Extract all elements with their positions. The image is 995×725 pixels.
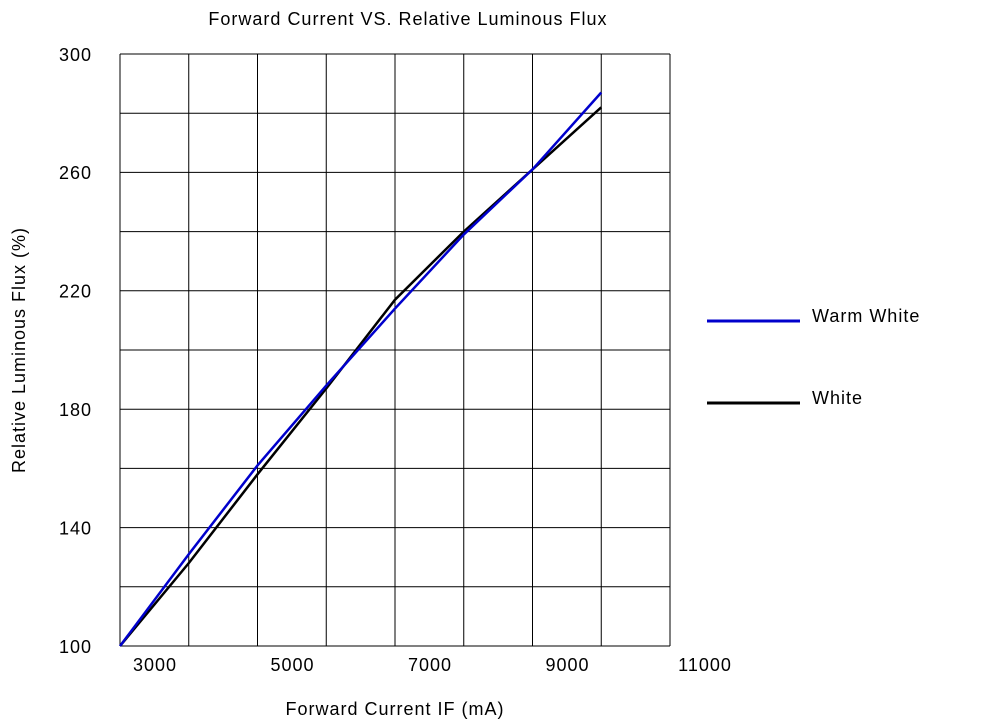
chart-title: Forward Current VS. Relative Luminous Fl… [208, 9, 607, 29]
y-tick-label: 300 [59, 45, 92, 65]
y-tick-label: 260 [59, 163, 92, 183]
legend-label: Warm White [812, 306, 920, 326]
x-tick-label: 7000 [408, 655, 452, 675]
y-tick-label: 100 [59, 637, 92, 657]
legend-label: White [812, 388, 863, 408]
y-axis-label: Relative Luminous Flux (%) [9, 227, 29, 473]
y-tick-label: 220 [59, 282, 92, 302]
x-tick-label: 3000 [133, 655, 177, 675]
y-tick-label: 180 [59, 400, 92, 420]
x-tick-label: 11000 [678, 655, 732, 675]
x-axis-label: Forward Current IF (mA) [285, 699, 504, 719]
series-line [119, 106, 603, 647]
y-tick-label: 140 [59, 518, 92, 538]
x-tick-label: 9000 [545, 655, 589, 675]
series-line [118, 91, 603, 647]
x-tick-label: 5000 [270, 655, 314, 675]
